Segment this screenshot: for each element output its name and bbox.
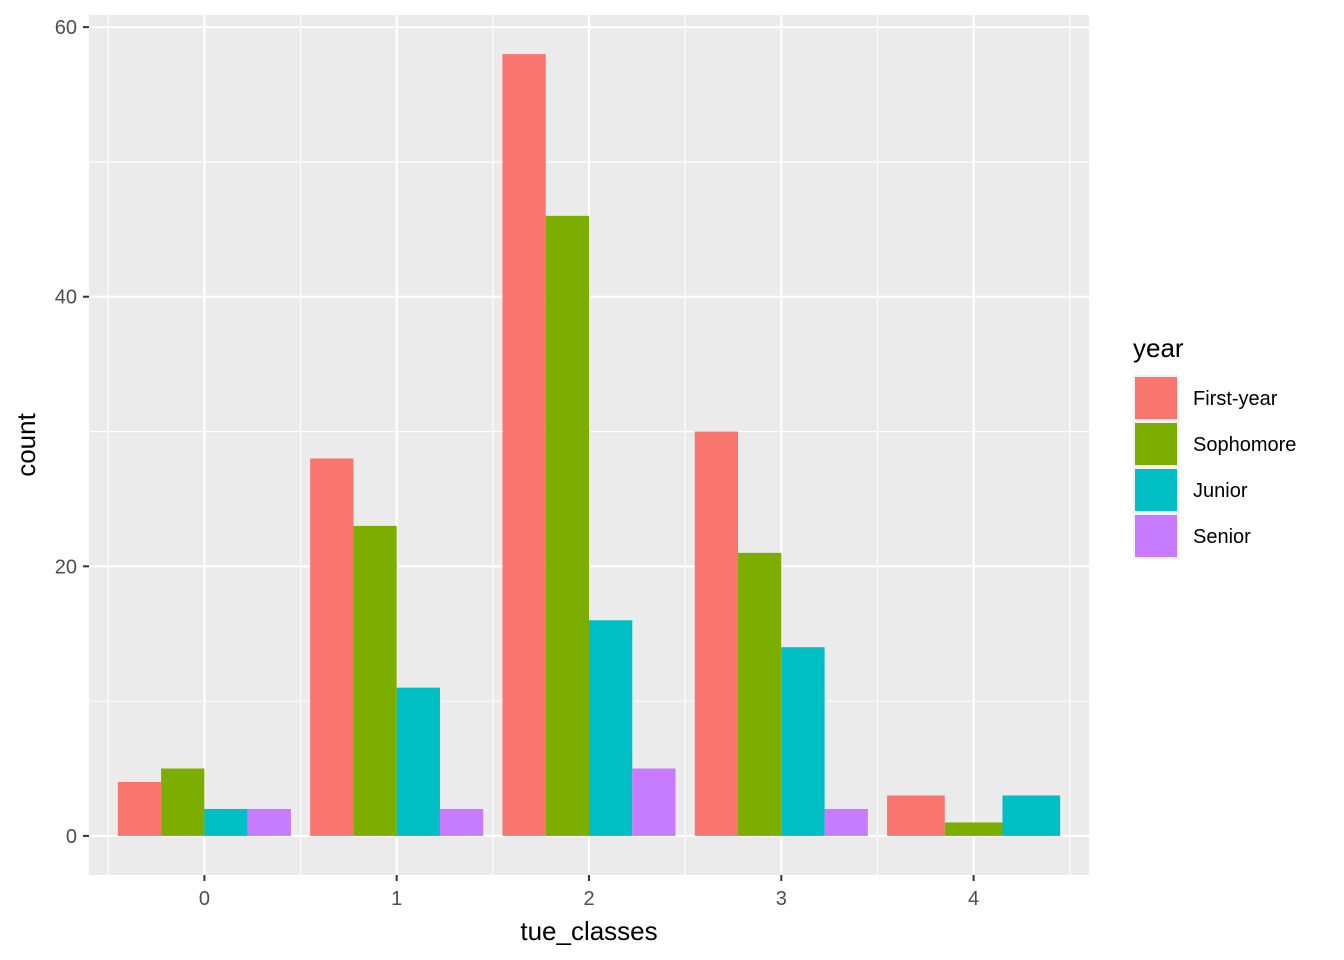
legend-key-swatch — [1135, 515, 1177, 557]
bar-first-year-2 — [502, 54, 546, 836]
y-tick-label: 20 — [55, 556, 77, 578]
y-tick-label: 40 — [55, 287, 77, 309]
x-tick-label: 4 — [968, 888, 979, 910]
minor-gridlines — [89, 15, 1089, 875]
bar-junior-3 — [781, 647, 825, 836]
bar-senior-2 — [632, 768, 676, 836]
bar-senior-0 — [247, 808, 291, 836]
y-axis: 0 20 40 60 — [55, 17, 89, 848]
legend-key-swatch — [1135, 377, 1177, 419]
legend: year First-year Sophomore Junior Senior — [1133, 333, 1296, 559]
bar-senior-1 — [439, 808, 484, 836]
bar-first-year-3 — [694, 431, 739, 836]
legend-label: Junior — [1193, 480, 1248, 502]
legend-key-swatch — [1135, 469, 1177, 511]
bars — [117, 54, 1061, 836]
bar-junior-1 — [396, 687, 440, 836]
legend-label: Sophomore — [1193, 434, 1296, 456]
x-axis-title: tue_classes — [520, 916, 657, 946]
bar-first-year-0 — [117, 781, 162, 836]
legend-title: year — [1133, 333, 1184, 363]
legend-key-swatch — [1135, 423, 1177, 465]
y-tick-label: 0 — [66, 826, 77, 848]
bar-first-year-4 — [887, 795, 945, 836]
bar-junior-4 — [1002, 795, 1061, 836]
bar-senior-3 — [824, 808, 868, 836]
bar-sophomore-2 — [545, 215, 589, 836]
bar-sophomore-4 — [944, 822, 1003, 836]
legend-label: First-year — [1193, 388, 1278, 410]
x-tick-label: 3 — [776, 888, 787, 910]
bar-sophomore-0 — [161, 768, 205, 836]
bar-junior-0 — [204, 808, 248, 836]
y-tick-label: 60 — [55, 17, 77, 39]
y-axis-title: count — [11, 412, 41, 476]
x-tick-label: 0 — [199, 888, 210, 910]
bar-junior-2 — [589, 620, 633, 836]
bar-sophomore-3 — [738, 552, 782, 836]
legend-label: Senior — [1193, 526, 1251, 548]
bar-first-year-1 — [310, 458, 354, 836]
x-tick-label: 1 — [391, 888, 402, 910]
x-tick-label: 2 — [583, 888, 594, 910]
bar-sophomore-1 — [353, 525, 397, 836]
x-axis: 0 1 2 3 4 — [199, 875, 979, 910]
